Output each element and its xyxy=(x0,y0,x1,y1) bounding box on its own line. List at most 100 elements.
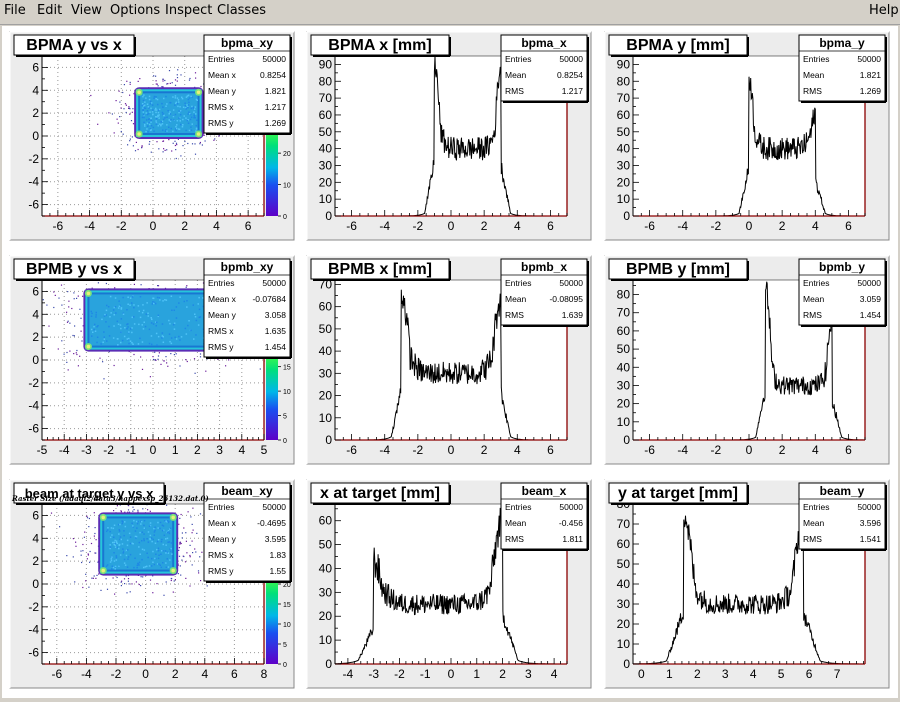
density-speckle xyxy=(105,309,108,312)
scatter-point xyxy=(193,358,196,360)
density-speckle xyxy=(119,538,121,541)
scatter-point xyxy=(68,306,70,308)
scatter-point xyxy=(112,577,114,579)
density-speckle xyxy=(153,563,156,566)
density-speckle xyxy=(126,544,129,547)
scatter-point xyxy=(120,511,122,513)
y-tick-label: 40 xyxy=(319,142,333,156)
density-speckle xyxy=(113,536,115,538)
menu-help[interactable]: Help xyxy=(869,3,899,18)
density-speckle xyxy=(191,123,193,125)
density-speckle xyxy=(185,117,187,119)
density-speckle xyxy=(113,306,116,309)
scatter-point xyxy=(204,140,206,142)
density-speckle xyxy=(196,119,198,121)
density-speckle xyxy=(172,96,174,98)
density-speckle xyxy=(132,296,134,298)
density-speckle xyxy=(155,122,158,124)
density-speckle xyxy=(100,343,102,345)
density-speckle xyxy=(170,542,173,544)
scatter-point xyxy=(199,143,201,145)
density-speckle xyxy=(161,323,164,325)
density-speckle xyxy=(139,337,141,340)
x-tick-label: -3 xyxy=(368,667,379,681)
scatter-point xyxy=(178,547,180,549)
scatter-point xyxy=(127,511,129,513)
root-canvas[interactable]: 0 10 20 -6 -4 -2 0 2 4 6 -6 -4 -2 0 2 4 6 BPMA y vs x bpma… xyxy=(2,26,898,698)
density-speckle xyxy=(162,113,165,115)
scatter-point xyxy=(80,317,82,319)
scatter-point xyxy=(150,151,152,153)
density-speckle xyxy=(94,323,96,326)
scatter-point xyxy=(88,586,90,588)
density-speckle xyxy=(144,107,147,109)
plot-title: BPMB y vs x xyxy=(26,261,122,278)
scatter-point xyxy=(152,575,154,577)
density-corner-core xyxy=(101,568,105,573)
scatter-point xyxy=(167,365,169,367)
density-speckle xyxy=(142,113,145,116)
menu-edit[interactable]: Edit xyxy=(37,3,63,18)
density-speckle xyxy=(160,124,162,127)
scatter-point xyxy=(176,74,178,76)
density-speckle xyxy=(153,95,156,98)
density-speckle xyxy=(123,562,126,564)
density-speckle xyxy=(175,102,177,105)
density-speckle xyxy=(122,521,124,523)
stats-value: 0.8254 xyxy=(260,70,286,80)
scatter-point xyxy=(116,576,118,579)
scatter-point xyxy=(189,554,191,557)
density-speckle xyxy=(114,567,116,569)
density-speckle xyxy=(96,326,98,328)
density-speckle xyxy=(175,338,178,340)
density-speckle xyxy=(149,100,152,103)
scatter-point xyxy=(92,577,94,579)
density-speckle xyxy=(150,335,153,337)
density-speckle xyxy=(166,537,169,540)
density-speckle xyxy=(148,95,151,98)
density-speckle xyxy=(142,304,144,306)
scatter-point xyxy=(94,532,96,535)
density-corner-core xyxy=(196,132,201,136)
scatter-point xyxy=(142,508,144,510)
scatter-point xyxy=(93,512,95,514)
scatter-point xyxy=(82,543,84,546)
stats-value: -0.456 xyxy=(559,518,583,528)
density-speckle xyxy=(168,541,171,543)
menu-options[interactable]: Options xyxy=(110,3,161,18)
menu-classes[interactable]: Classes xyxy=(217,3,266,18)
density-speckle xyxy=(187,119,189,121)
scatter-point xyxy=(194,153,197,155)
menu-file[interactable]: File xyxy=(4,3,26,18)
stats-label: RMS y xyxy=(208,118,234,128)
menu-inspect[interactable]: Inspect xyxy=(165,3,213,18)
y-tick-label: 40 xyxy=(617,360,631,374)
density-speckle xyxy=(96,336,99,338)
density-speckle xyxy=(143,103,145,106)
density-speckle xyxy=(140,523,142,525)
scatter-point xyxy=(98,573,100,575)
density-speckle xyxy=(185,108,187,110)
density-speckle xyxy=(138,546,140,548)
stats-label: Entries xyxy=(803,502,829,512)
density-speckle xyxy=(150,537,153,539)
scatter-point xyxy=(46,304,48,306)
density-speckle xyxy=(166,103,168,105)
scatter-point xyxy=(86,558,88,560)
density-speckle xyxy=(120,538,122,541)
scatter-point xyxy=(141,146,143,148)
scatter-point xyxy=(155,359,157,361)
density-speckle xyxy=(161,102,163,105)
scatter-point xyxy=(73,335,75,337)
density-speckle xyxy=(141,531,144,533)
density-speckle xyxy=(146,302,148,304)
density-corner-core xyxy=(86,291,91,296)
density-speckle xyxy=(115,555,118,557)
menu-view[interactable]: View xyxy=(71,3,102,18)
density-speckle xyxy=(162,341,165,343)
scatter-point xyxy=(154,359,156,361)
scatter-point xyxy=(175,142,178,144)
scatter-point xyxy=(86,515,88,517)
density-speckle xyxy=(155,325,157,327)
density-speckle xyxy=(105,314,107,316)
